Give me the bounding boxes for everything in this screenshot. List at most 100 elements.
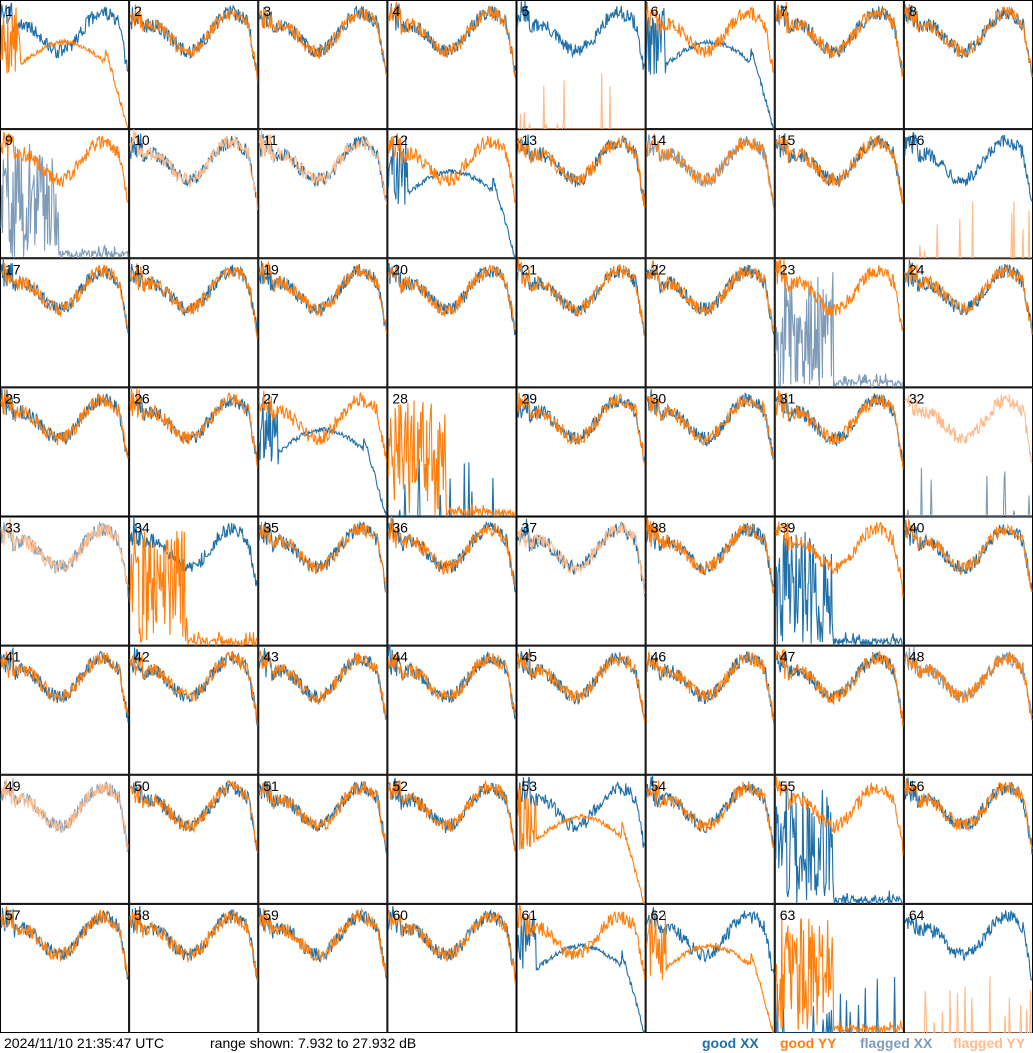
antenna-panel-19: 19 — [258, 258, 388, 388]
panel-frame — [387, 645, 517, 775]
panel-label: 40 — [909, 520, 925, 536]
antenna-panel-45: 45 — [516, 645, 646, 775]
series-yy-line — [258, 650, 387, 721]
antenna-panel-49: 49 — [0, 774, 130, 904]
series-yy-line — [258, 129, 387, 205]
panel-label: 62 — [651, 907, 667, 923]
panel-frame — [516, 516, 646, 646]
panel-frame — [903, 903, 1033, 1033]
series-yy-line — [258, 907, 387, 977]
panel-label: 11 — [263, 132, 278, 148]
series-yy-line — [646, 132, 775, 203]
panel-frame — [0, 0, 130, 130]
antenna-panel-9: 9 — [0, 129, 130, 260]
antenna-panel-30: 30 — [645, 387, 775, 517]
panel-frame — [516, 903, 646, 1033]
panel-label: 52 — [392, 778, 408, 794]
series-yy-line — [775, 2, 904, 77]
panel-label: 44 — [392, 649, 408, 665]
panel-label: 31 — [780, 390, 796, 406]
series-yy-line — [387, 263, 517, 331]
antenna-panel-4: 4 — [387, 0, 517, 130]
antenna-panel-22: 22 — [645, 258, 775, 388]
panel-label: 30 — [651, 390, 667, 406]
panel-label: 53 — [522, 778, 538, 794]
panel-label: 63 — [780, 907, 796, 923]
panel-label: 25 — [5, 390, 21, 406]
series-yy-line — [259, 6, 387, 76]
series-xx-line — [387, 263, 517, 336]
series-yy-line — [387, 779, 517, 852]
chart-footer: 2024/11/10 21:35:47 UTC range shown: 7.9… — [0, 1033, 1033, 1053]
panel-frame — [645, 258, 775, 388]
antenna-panel-59: 59 — [258, 903, 388, 1033]
series-yy-line — [775, 649, 904, 726]
series-yy-line — [646, 260, 775, 332]
series-xx-line — [775, 271, 904, 389]
series-yy-line — [387, 652, 517, 714]
panel-frame — [774, 129, 904, 259]
series-yy-line — [775, 134, 904, 204]
panel-label: 12 — [392, 132, 408, 148]
panel-label: 59 — [263, 907, 279, 923]
timestamp-label: 2024/11/10 21:35:47 UTC — [4, 1035, 165, 1051]
panel-frame — [0, 645, 130, 775]
panel-frame — [258, 387, 388, 517]
panel-label: 16 — [909, 132, 925, 148]
panel-label: 13 — [522, 132, 538, 148]
panel-frame — [258, 516, 388, 646]
panel-label: 6 — [651, 3, 659, 19]
antenna-panel-56: 56 — [903, 774, 1033, 904]
antenna-panel-39: 39 — [774, 516, 904, 647]
panel-frame — [387, 774, 517, 904]
antenna-panel-38: 38 — [645, 516, 775, 646]
series-yy-line — [387, 516, 516, 586]
antenna-panel-27: 27 — [258, 387, 388, 517]
antenna-panel-60: 60 — [387, 903, 517, 1033]
panel-label: 4 — [392, 3, 400, 19]
panel-label: 54 — [651, 778, 667, 794]
panel-label: 58 — [134, 907, 150, 923]
panel-label: 19 — [263, 261, 279, 277]
legend-good-xx: good XX — [702, 1035, 759, 1051]
series-yy-line — [516, 652, 646, 723]
panel-label: 7 — [780, 3, 788, 19]
antenna-panel-62: 62 — [645, 903, 775, 1033]
antenna-panel-16: 16 — [903, 129, 1033, 259]
panel-frame — [774, 387, 904, 517]
panel-label: 27 — [263, 390, 279, 406]
antenna-panel-54: 54 — [645, 774, 775, 904]
series-xx-line — [646, 263, 775, 335]
panel-frame — [903, 0, 1033, 130]
series-yy-line — [129, 530, 258, 648]
panel-frame — [387, 0, 517, 130]
series-yy-line — [0, 778, 129, 851]
series-yy-line — [516, 392, 646, 466]
panel-frame — [387, 516, 517, 646]
panel-frame — [0, 774, 130, 904]
series-xx-line — [646, 907, 775, 974]
panel-label: 41 — [5, 649, 21, 665]
series-xx-line — [646, 7, 775, 130]
antenna-panel-6: 6 — [645, 0, 775, 130]
legend-flagged-yy: flagged YY — [953, 1035, 1026, 1051]
antenna-panel-33: 33 — [0, 516, 130, 646]
antenna-panel-51: 51 — [258, 774, 388, 904]
series-yy-line — [129, 910, 258, 982]
panel-frame — [129, 645, 259, 775]
series-yy-line — [904, 779, 1033, 850]
series-yy-line — [904, 4, 1033, 78]
panel-frame — [387, 903, 517, 1033]
panel-frame — [258, 903, 388, 1033]
range-label: range shown: 7.932 to 27.932 dB — [210, 1035, 417, 1051]
series-yy-line — [129, 779, 258, 854]
antenna-panel-7: 7 — [774, 0, 904, 130]
panel-frame — [774, 258, 904, 388]
antenna-panel-41: 41 — [0, 645, 130, 775]
antenna-panel-28: 28 — [387, 387, 517, 519]
legend-flagged-xx: flagged XX — [860, 1035, 933, 1051]
antenna-panel-46: 46 — [645, 645, 775, 775]
panel-label: 64 — [909, 907, 925, 923]
antenna-panel-57: 57 — [0, 903, 130, 1033]
panel-label: 55 — [780, 778, 796, 794]
